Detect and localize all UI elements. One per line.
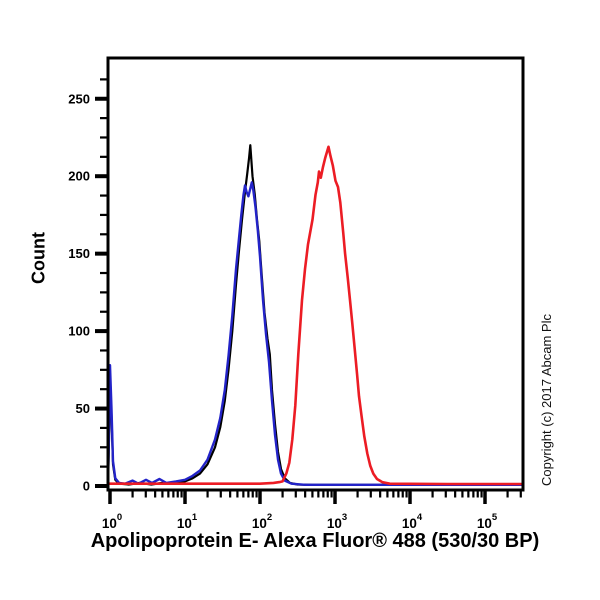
y-axis-tick-label: 200 <box>68 169 90 184</box>
plot-border <box>106 56 525 492</box>
x-axis-tick-label: 102 <box>252 512 272 531</box>
y-axis-title: Count <box>28 232 49 284</box>
y-axis: 0 50 100 150 200 250 <box>68 78 108 494</box>
red-histogram-curve <box>109 145 522 486</box>
y-axis-tick-label: 100 <box>68 324 90 339</box>
y-axis-tick-label: 250 <box>68 91 90 106</box>
y-axis-tick-label: 50 <box>76 401 90 416</box>
x-axis-tick-label: 103 <box>327 512 347 531</box>
histogram-curves <box>109 144 522 487</box>
x-axis-tick-label: 100 <box>102 512 122 531</box>
x-axis-tick-label: 101 <box>177 512 198 531</box>
y-axis-tick-label: 0 <box>83 479 90 494</box>
x-axis-tick-label: 105 <box>477 512 498 531</box>
y-axis-tick-label: 150 <box>68 246 90 261</box>
x-axis: 100 101 102 103 104 105 <box>102 490 522 531</box>
x-axis-tick-label: 104 <box>402 512 423 531</box>
blue-histogram-curve <box>109 181 522 487</box>
copyright-text: Copyright (c) 2017 Abcam Plc <box>539 314 554 486</box>
chart-title: Apolipoprotein E- Alexa Fluor® 488 (530/… <box>90 530 540 552</box>
